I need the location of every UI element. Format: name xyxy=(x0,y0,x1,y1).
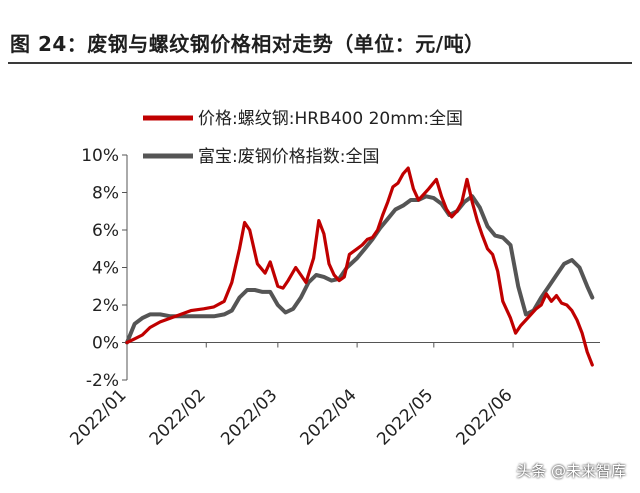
y-tick-label: 6% xyxy=(92,221,119,241)
axes xyxy=(126,155,600,380)
x-axis-ticks: 2022/01 2022/02 2022/03 2022/04 2022/05 2022/… xyxy=(66,342,517,449)
title-underline xyxy=(8,62,632,64)
x-tick-label: 2022/02 xyxy=(146,385,210,449)
watermark-text: 头条 @未来智库 xyxy=(516,462,626,480)
x-tick-label: 2022/03 xyxy=(217,385,281,449)
x-tick-label: 2022/04 xyxy=(297,385,361,449)
y-tick-label: 8% xyxy=(92,184,119,204)
y-tick-label: -2% xyxy=(86,371,119,391)
legend: 价格:螺纹钢:HRB400 20mm:全国 富宝:废钢价格指数:全国 xyxy=(143,109,463,167)
series-line-rebar xyxy=(125,166,594,367)
y-tick-label: 2% xyxy=(92,296,119,316)
y-tick-label: 0% xyxy=(92,334,119,354)
y-tick-label: 10% xyxy=(81,146,119,166)
series-lines xyxy=(125,166,595,367)
chart-title: 图 24：废钢与螺纹钢价格相对走势（单位：元/吨） xyxy=(10,32,485,56)
series-line-scrap xyxy=(125,194,595,345)
y-axis-ticks: -2% 0% 2% 4% 6% 8% 10% xyxy=(81,146,127,391)
y-tick-label: 4% xyxy=(92,259,119,279)
legend-label-rebar: 价格:螺纹钢:HRB400 20mm:全国 xyxy=(198,109,463,129)
x-tick-label: 2022/01 xyxy=(66,385,130,449)
x-tick-label: 2022/05 xyxy=(373,385,437,449)
legend-label-scrap: 富宝:废钢价格指数:全国 xyxy=(198,147,379,167)
x-tick-label: 2022/06 xyxy=(453,385,517,449)
